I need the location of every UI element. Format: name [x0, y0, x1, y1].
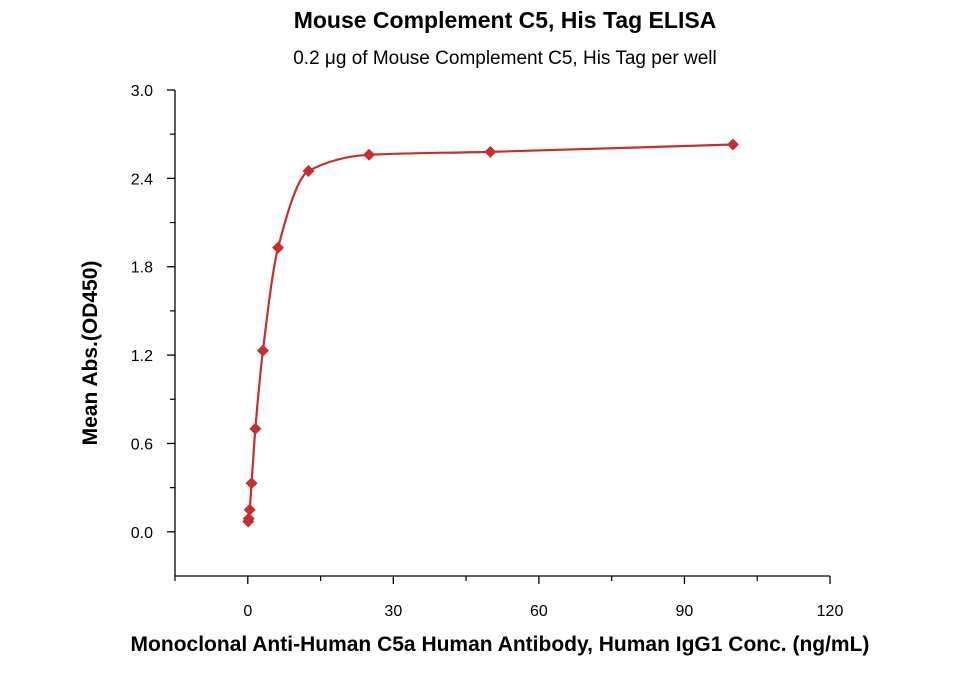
- x-axis-label: Monoclonal Anti-Human C5a Human Antibody…: [131, 633, 870, 656]
- x-tick-label: 60: [530, 603, 548, 620]
- y-tick-label: 0.6: [131, 436, 153, 453]
- chart-subtitle: 0.2 μg of Mouse Complement C5, His Tag p…: [293, 48, 717, 69]
- y-axis-ticks: 0.0 0.6 1.2 1.8 2.4 3.0: [131, 83, 175, 542]
- data-point-marker: [242, 512, 255, 525]
- data-point-marker: [249, 422, 262, 435]
- x-tick-label: 30: [384, 603, 402, 620]
- data-point-marker: [256, 344, 269, 357]
- x-tick-label: 90: [676, 603, 694, 620]
- y-tick-label: 2.4: [131, 171, 153, 188]
- y-axis-label: Mean Abs.(OD450): [79, 261, 102, 446]
- y-tick-label: 0.0: [131, 525, 153, 542]
- plot-area: 0.0 0.6 1.2 1.8 2.4 3.0 0 30 60 90 120: [131, 83, 844, 620]
- y-tick-label: 3.0: [131, 83, 153, 100]
- y-tick-label: 1.2: [131, 348, 153, 365]
- data-point-marker: [484, 145, 497, 158]
- x-tick-label: 0: [243, 603, 252, 620]
- fit-curve: [247, 143, 733, 522]
- data-point-marker: [302, 165, 315, 177]
- data-point-marker: [243, 503, 256, 516]
- data-point-marker: [363, 148, 376, 161]
- chart-title: Mouse Complement C5, His Tag ELISA: [294, 7, 717, 33]
- series-layer: [242, 138, 739, 528]
- data-point-marker: [726, 138, 739, 151]
- x-tick-label: 120: [817, 603, 844, 620]
- data-point-marker: [245, 477, 258, 490]
- x-axis-ticks: 0 30 60 90 120: [174, 576, 844, 620]
- y-tick-label: 1.8: [131, 260, 153, 277]
- data-point-marker: [272, 241, 285, 254]
